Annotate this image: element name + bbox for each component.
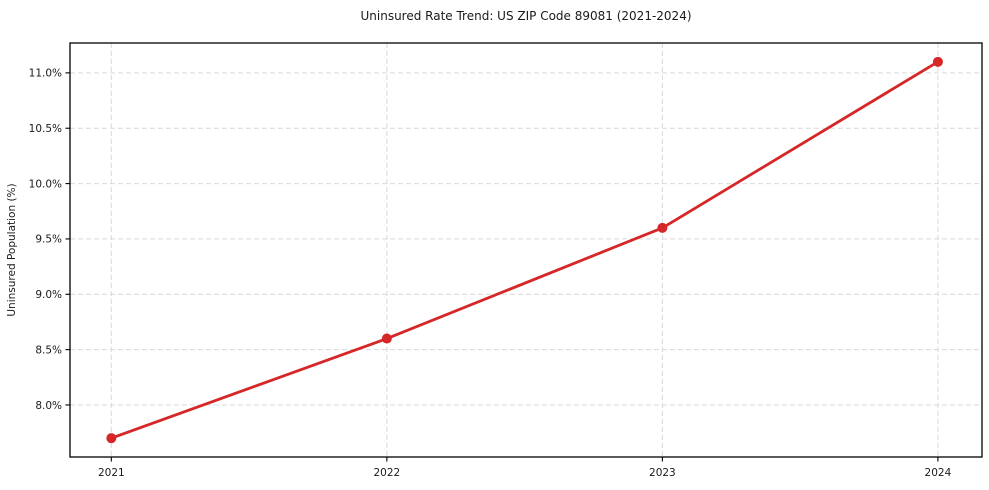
data-point	[932, 56, 943, 67]
trend-line	[109, 60, 940, 440]
y-tick-label: 9.0%	[35, 289, 62, 301]
y-tick-label: 11.0%	[29, 68, 62, 80]
data-point	[106, 433, 117, 444]
y-tick-label: 8.0%	[35, 400, 62, 412]
x-tick-label: 2024	[925, 467, 952, 479]
marker-layer	[106, 56, 943, 444]
x-tick-label: 2023	[649, 467, 676, 479]
y-axis-label: Uninsured Population (%)	[6, 183, 18, 316]
y-tick-label: 8.5%	[35, 344, 62, 356]
tick-layer: 8.0% 8.5% 9.0% 9.5% 10.0% 10.5% 11.0% 2021 2022 2…	[29, 68, 952, 479]
grid-layer	[70, 43, 982, 457]
x-tick-label: 2022	[373, 467, 400, 479]
y-tick-label: 10.0%	[29, 178, 62, 190]
data-point	[657, 222, 668, 233]
data-point	[381, 333, 392, 344]
y-tick-label: 9.5%	[35, 234, 62, 246]
y-tick-label: 10.5%	[29, 123, 62, 135]
plot-border	[69, 42, 983, 458]
chart-title: Uninsured Rate Trend: US ZIP Code 89081 …	[360, 9, 691, 23]
x-tick-label: 2021	[98, 467, 125, 479]
